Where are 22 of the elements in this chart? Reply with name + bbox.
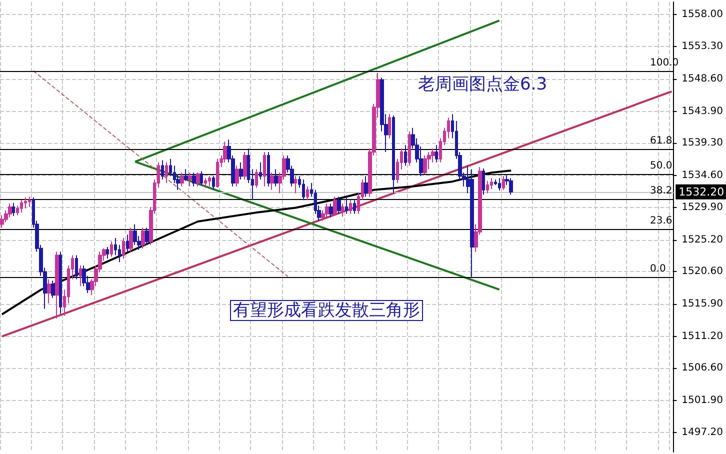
y-tick-label: 1525.20 bbox=[682, 234, 724, 246]
y-tick-label: 1515.90 bbox=[682, 298, 724, 310]
y-tick-label: 1558.00 bbox=[682, 8, 724, 20]
y-tick-label: 1501.90 bbox=[682, 394, 724, 406]
annotation: 38.2 bbox=[650, 185, 672, 196]
y-tick-label: 1529.90 bbox=[682, 202, 724, 214]
annotation: 50.0 bbox=[650, 160, 672, 172]
y-tick-label: 1511.20 bbox=[682, 330, 724, 342]
annotation: 0.0 bbox=[650, 264, 666, 275]
annotation: 老周画图点金6.3 bbox=[418, 74, 548, 94]
annotation: 61.8 bbox=[650, 136, 672, 147]
y-tick-label: 1548.60 bbox=[682, 74, 724, 85]
y-tick-label: 1534.60 bbox=[682, 170, 724, 181]
y-tick-label: 1553.30 bbox=[682, 41, 724, 52]
y-tick-label: 1506.60 bbox=[682, 362, 724, 374]
ref-line-label: 1532.20 bbox=[678, 185, 724, 198]
y-tick-label: 1543.90 bbox=[682, 106, 724, 117]
y-tick-label: 1520.60 bbox=[682, 266, 724, 278]
y-tick-label: 1497.20 bbox=[682, 427, 724, 438]
annotation: 有望形成看跌发散三角形 bbox=[233, 300, 420, 320]
annotation: 23.6 bbox=[650, 216, 672, 227]
y-tick-label: 1539.30 bbox=[682, 138, 724, 149]
